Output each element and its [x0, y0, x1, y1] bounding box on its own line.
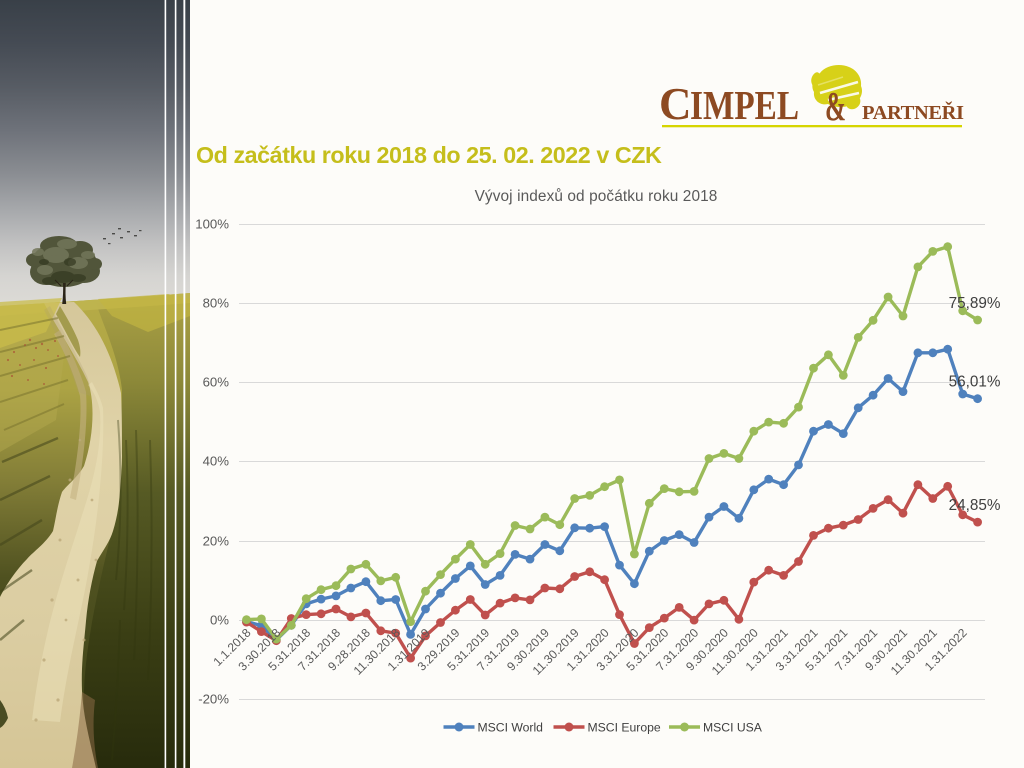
svg-text:0%: 0%: [210, 613, 229, 628]
svg-text:&: &: [825, 83, 846, 129]
svg-text:56,01%: 56,01%: [949, 374, 1001, 391]
svg-text:C: C: [659, 79, 692, 129]
svg-text:MSCI World: MSCI World: [478, 721, 543, 735]
svg-text:PARTNEŘI: PARTNEŘI: [862, 100, 964, 124]
svg-text:40%: 40%: [203, 454, 230, 469]
svg-text:-20%: -20%: [198, 692, 229, 707]
svg-text:MSCI Europe: MSCI Europe: [588, 721, 661, 735]
svg-text:100%: 100%: [195, 217, 229, 232]
svg-text:MSCI USA: MSCI USA: [703, 721, 763, 735]
svg-text:24,85%: 24,85%: [949, 497, 1001, 514]
svg-text:80%: 80%: [203, 296, 230, 311]
svg-text:IMPEL: IMPEL: [690, 82, 799, 128]
svg-text:60%: 60%: [203, 375, 230, 390]
svg-text:75,89%: 75,89%: [949, 295, 1001, 312]
svg-text:Vývoj indexů od počátku roku 2: Vývoj indexů od počátku roku 2018: [475, 188, 718, 205]
svg-text:20%: 20%: [203, 534, 230, 549]
